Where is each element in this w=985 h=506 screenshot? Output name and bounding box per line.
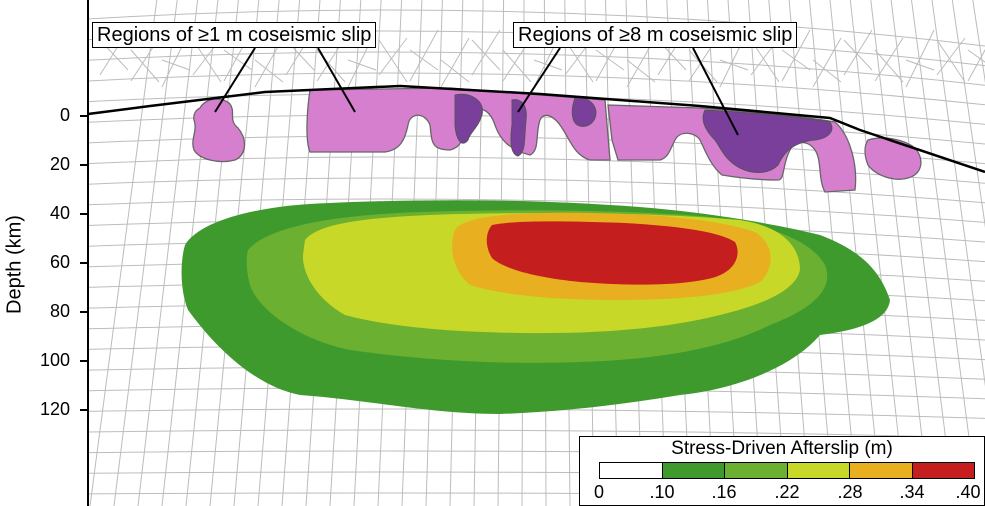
legend-tick-6: .40 [955, 482, 981, 502]
high-slip-patch-4 [702, 109, 833, 173]
y-tick-80: 80 [49, 301, 70, 321]
legend-bin-0 [600, 463, 663, 478]
legend-tick-2: .16 [711, 482, 737, 502]
legend-title: Stress-Driven Afterslip (m) [671, 438, 893, 459]
legend-tick-5: .34 [899, 482, 925, 502]
afterslip-zone-red [486, 221, 738, 285]
y-tick-0: 0 [59, 105, 70, 125]
legend-bin-4 [850, 463, 913, 478]
y-tick-100: 100 [39, 350, 70, 370]
y-tick-20: 20 [49, 154, 70, 174]
legend-tick-1: .10 [649, 482, 675, 502]
high-slip-patch-3 [571, 97, 597, 127]
y-axis [80, 0, 89, 506]
high-slip-patch-1 [454, 93, 483, 144]
coseismic-region-1 [192, 98, 246, 163]
fault-trace-line [87, 84, 985, 174]
legend-bin-1 [662, 463, 725, 478]
y-tick-60: 60 [49, 252, 70, 272]
legend-bin-3 [787, 463, 850, 478]
high-slip-patch-2 [510, 99, 527, 157]
y-tick-120: 120 [39, 399, 70, 419]
legend-bin-2 [725, 463, 788, 478]
y-tick-40: 40 [49, 203, 70, 223]
label-slip-1m: Regions of ≥1 m coseismic slip [92, 22, 377, 48]
coseismic-high-slip-regions [454, 93, 833, 173]
legend-colorbar [599, 462, 975, 479]
leader-lines [214, 47, 739, 136]
legend-bin-5 [912, 463, 974, 478]
label-slip-8m: Regions of ≥8 m coseismic slip [513, 22, 798, 48]
legend-tick-0: 0 [593, 482, 605, 502]
legend-tick-4: .28 [837, 482, 863, 502]
colorbar-legend: Stress-Driven Afterslip (m) 0 .10 .16 .2… [579, 436, 985, 506]
coseismic-region-4 [864, 137, 922, 180]
legend-tick-3: .22 [774, 482, 800, 502]
